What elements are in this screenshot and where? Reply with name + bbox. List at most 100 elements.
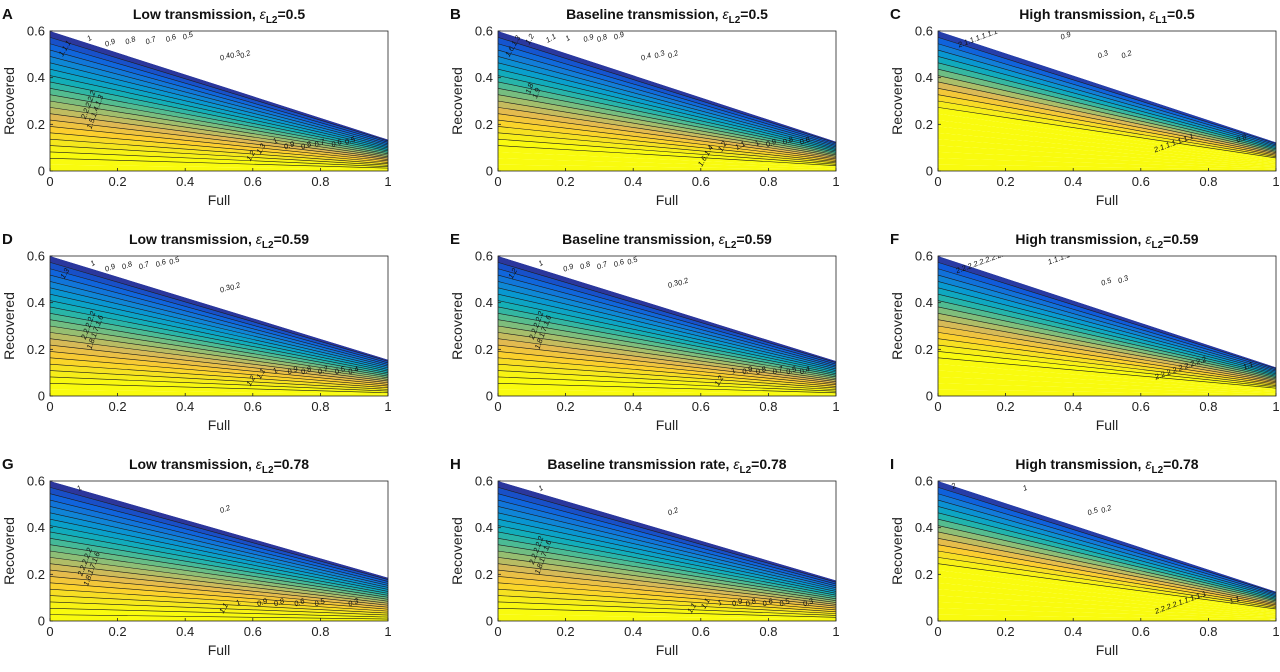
contour-line	[50, 506, 388, 586]
contour-line	[50, 100, 388, 156]
contour-line	[498, 582, 836, 611]
x-axis-label: Full	[656, 192, 679, 208]
x-tick-label: 1	[1272, 399, 1279, 414]
contour-line	[498, 588, 836, 613]
contour-band	[498, 113, 836, 161]
contour-line	[498, 325, 836, 379]
contour-label: 1	[537, 483, 545, 493]
contour-band	[498, 88, 836, 155]
contour-band	[50, 481, 388, 580]
contour-line	[498, 37, 836, 144]
contour-band	[938, 608, 1276, 620]
contour-line	[50, 81, 388, 152]
contour-band	[498, 81, 836, 154]
contour-label: 0.8	[273, 596, 287, 608]
contour-line	[498, 376, 836, 392]
contour-band	[938, 589, 1276, 616]
contour-band	[498, 69, 836, 151]
contour-label: 0.5	[1086, 505, 1100, 517]
contour-line	[938, 499, 1276, 596]
contour-band	[498, 332, 836, 382]
x-tick-label: 1	[1272, 624, 1279, 639]
x-tick-label: 0	[494, 399, 501, 414]
contour-line	[938, 512, 1276, 599]
contour-line	[938, 62, 1276, 150]
contour-band	[498, 37, 836, 145]
contour-label: 1	[271, 136, 279, 146]
x-tick-label: 0.6	[1132, 624, 1150, 639]
contour-label: 0.2	[666, 505, 680, 517]
contour-band	[498, 275, 836, 368]
x-tick-label: 0.4	[176, 399, 194, 414]
contour-band	[498, 383, 836, 395]
y-tick-label: 0.4	[27, 520, 45, 535]
infeasible-region	[938, 481, 1276, 592]
x-tick-label: 0.8	[1199, 174, 1217, 189]
contour-band	[938, 139, 1276, 166]
panel-d: 1.31 0.9 0.8 0.7 0.6 0.50.30.22.2.2.2.21.8.1.…	[1, 231, 392, 433]
contour-label: 0.9	[104, 36, 118, 48]
panel-title: Low transmission, εL2=0.5	[133, 6, 305, 26]
contour-band	[498, 268, 836, 366]
x-tick-label: 0.2	[557, 174, 575, 189]
contour-band	[50, 313, 388, 377]
contour-label: 0.3	[229, 48, 243, 60]
contour-label: 0.7	[771, 364, 785, 376]
x-tick-label: 0.2	[997, 399, 1015, 414]
contour-band	[938, 62, 1276, 151]
contour-label: 0.2	[218, 503, 232, 515]
contour-band	[50, 139, 388, 166]
contour-band	[50, 145, 388, 167]
y-tick-label: 0.2	[915, 342, 933, 357]
contour-band	[498, 376, 836, 393]
y-tick-label: 0.6	[475, 249, 493, 264]
contour-line	[938, 306, 1276, 379]
contour-line	[50, 525, 388, 592]
contour-label: 0.8	[120, 259, 134, 271]
contour-band	[498, 357, 836, 389]
contour-label: 0.5	[168, 254, 182, 266]
contour-band	[50, 351, 388, 387]
contour-line	[498, 49, 836, 146]
x-tick-label: 0.6	[692, 399, 710, 414]
x-tick-label: 0	[46, 624, 53, 639]
y-axis-label: Recovered	[1, 67, 17, 135]
contour-line	[50, 37, 388, 142]
contour-band	[498, 313, 836, 377]
contour-band	[498, 589, 836, 614]
contour-line	[498, 506, 836, 589]
contour-line	[50, 351, 388, 385]
contour-band	[50, 493, 388, 584]
infeasible-region	[498, 31, 836, 142]
contour-band	[50, 113, 388, 160]
contour-line	[938, 344, 1276, 386]
x-tick-label: 0.4	[1064, 174, 1082, 189]
x-tick-label: 0	[934, 624, 941, 639]
contour-band	[498, 158, 836, 170]
y-tick-label: 0	[926, 614, 933, 629]
contour-line	[50, 582, 388, 610]
contour-band	[50, 56, 388, 147]
contour-line	[50, 319, 388, 377]
contour-line	[938, 94, 1276, 156]
contour-line	[50, 87, 388, 153]
contour-band	[50, 576, 388, 610]
y-tick-label: 0.2	[915, 567, 933, 582]
x-tick-label: 0.6	[1132, 174, 1150, 189]
contour-band	[498, 139, 836, 166]
contour-line	[938, 75, 1276, 152]
contour-line	[50, 544, 388, 598]
contour-line	[498, 268, 836, 365]
contour-line	[498, 281, 836, 368]
contour-band	[50, 345, 388, 385]
contour-band	[938, 56, 1276, 149]
panel-letter: B	[450, 6, 461, 23]
contour-label: 0.3	[653, 48, 667, 60]
contour-band	[50, 300, 388, 373]
x-tick-label: 0.4	[1064, 399, 1082, 414]
contour-line	[50, 357, 388, 387]
contour-line	[498, 493, 836, 585]
contour-band	[938, 357, 1276, 390]
contour-band	[938, 262, 1276, 370]
y-tick-label: 0.6	[475, 24, 493, 39]
